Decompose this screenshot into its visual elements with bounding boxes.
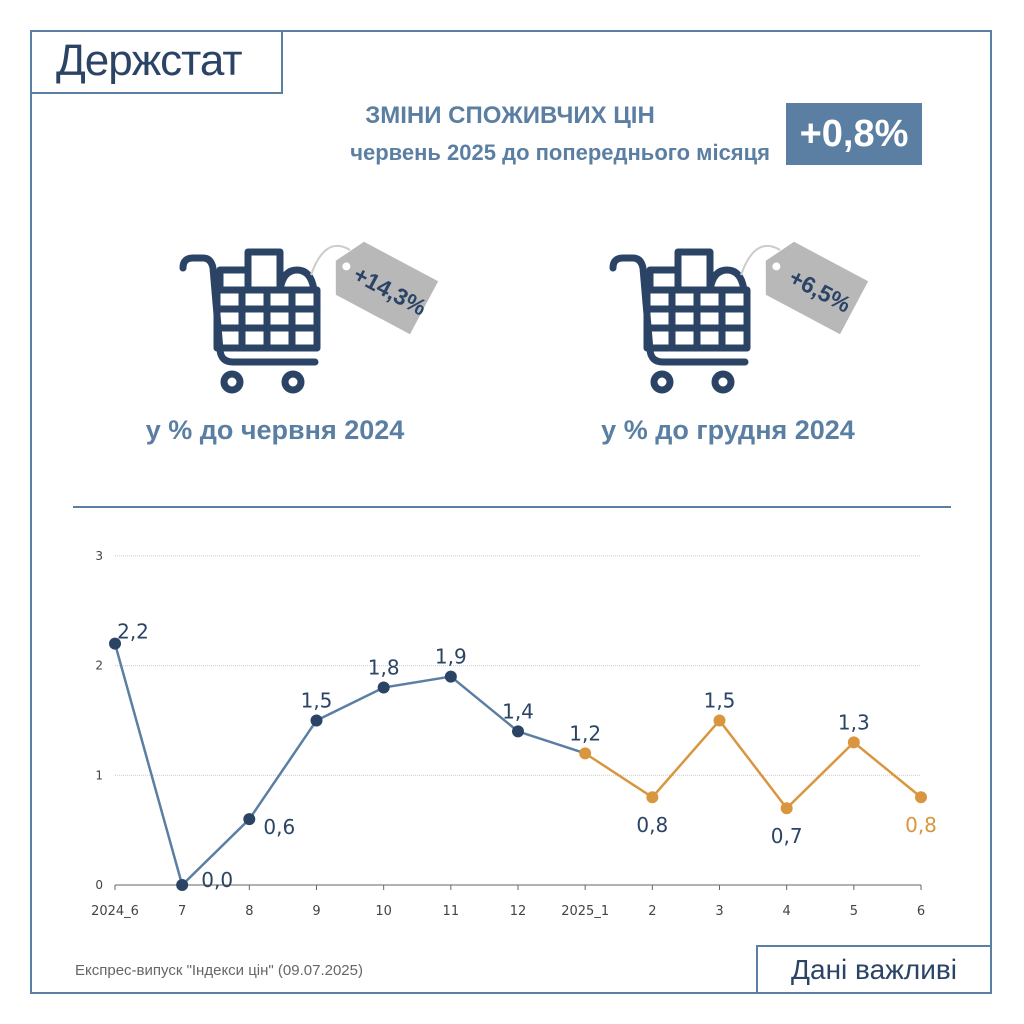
data-point [377, 681, 390, 694]
x-tick-label: 9 [312, 904, 320, 919]
data-point [915, 791, 927, 804]
divider [73, 506, 951, 508]
data-label: 0,8 [636, 813, 668, 837]
monthly-change-badge: +0,8% [786, 103, 922, 165]
y-tick-label: 3 [95, 549, 103, 563]
x-tick-label: 5 [850, 904, 858, 919]
caption-december: у % до грудня 2024 [601, 415, 855, 445]
series-line-2025 [584, 718, 922, 811]
data-label: 0,7 [771, 824, 803, 848]
x-tick-label: 2025_1 [561, 904, 609, 919]
source-note: Експрес-випуск "Індекси цін" (09.07.2025… [75, 962, 363, 979]
data-label: 0,6 [263, 815, 295, 839]
data-label: 1,9 [435, 645, 467, 669]
frame [30, 30, 992, 994]
y-tick-label: 0 [95, 878, 103, 892]
x-tick-label: 4 [783, 904, 791, 919]
data-point [444, 670, 457, 683]
x-tick-label: 2 [648, 904, 656, 919]
logo-box [30, 30, 283, 94]
x-tick-label: 3 [715, 904, 723, 919]
important-data-label: Дані важливі [756, 945, 992, 994]
data-point [243, 813, 256, 826]
data-label: 2,2 [117, 620, 149, 644]
shopping-cart-icon: +6,5% [609, 241, 869, 394]
data-label: 1,2 [569, 721, 601, 745]
data-label: 1,8 [368, 656, 400, 680]
x-tick-label: 12 [510, 904, 527, 919]
data-point [579, 747, 592, 760]
y-tick-label: 2 [95, 659, 103, 673]
x-tick-label: 2024_6 [91, 904, 139, 919]
data-label: 1,3 [838, 710, 870, 734]
data-label: 1,5 [301, 688, 333, 712]
x-tick-label: 6 [917, 904, 925, 919]
data-point [847, 736, 860, 749]
data-point [176, 879, 189, 891]
data-label: 1,4 [502, 699, 534, 723]
x-tick-label: 10 [375, 904, 392, 919]
data-point [512, 725, 524, 738]
caption-year: у % до червня 2024 [145, 415, 405, 445]
data-point [646, 791, 659, 804]
data-label: 0,0 [201, 868, 233, 892]
x-tick-label: 7 [178, 904, 186, 919]
data-point [713, 714, 726, 727]
shopping-cart-icon: +14,3% [179, 241, 439, 394]
data-label: 1,5 [704, 688, 736, 712]
y-tick-label: 1 [95, 768, 103, 782]
x-tick-label: 8 [245, 904, 253, 919]
subtitle: червень 2025 до попереднього місяця [350, 140, 770, 165]
series-line-2024 [113, 643, 586, 888]
logo: Держстат [56, 36, 242, 85]
data-label: 0,8 [905, 813, 937, 837]
x-tick-label: 11 [443, 904, 460, 919]
title: ЗМІНИ СПОЖИВЧИХ ЦІН [365, 102, 655, 129]
data-point [310, 714, 323, 727]
data-point [780, 802, 793, 815]
data-point [109, 637, 121, 650]
